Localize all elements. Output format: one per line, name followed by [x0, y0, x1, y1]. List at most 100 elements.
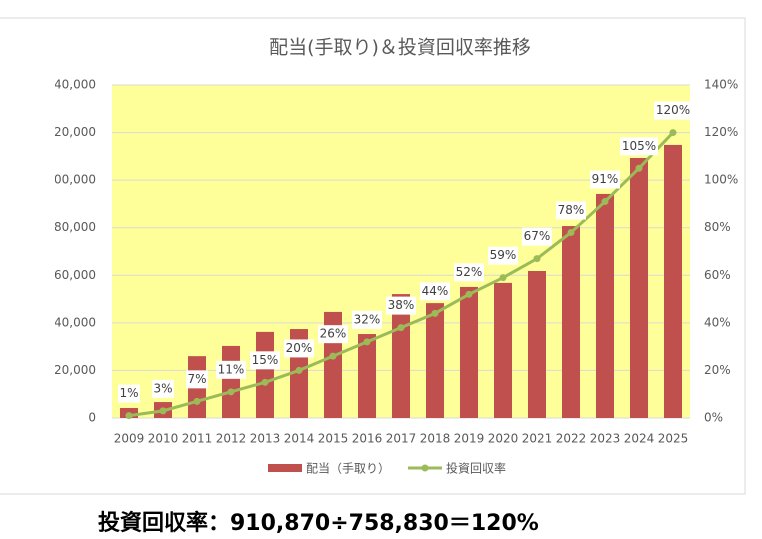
y-tick-label: 0	[88, 411, 96, 425]
bar	[460, 286, 478, 418]
value-label: 105%	[622, 139, 656, 153]
label-box	[284, 339, 314, 358]
y2-tick-label: 80%	[704, 220, 731, 234]
label-box	[654, 101, 692, 120]
value-label: 20%	[286, 341, 313, 355]
line-point	[261, 378, 269, 386]
label-box	[118, 384, 140, 403]
y2-tick-label: 140%	[704, 78, 738, 92]
legend-label: 配当（手取り）	[306, 462, 390, 476]
value-label: 11%	[218, 362, 245, 376]
value-label: 15%	[252, 353, 279, 367]
label-box	[386, 296, 416, 315]
x-tick-label: 2022	[556, 432, 587, 446]
label-box	[488, 246, 518, 265]
line-point	[397, 324, 405, 332]
y-tick-label: 100,000	[46, 173, 96, 187]
label-box	[454, 263, 484, 282]
x-tick-label: 2018	[420, 432, 451, 446]
bar	[596, 193, 614, 418]
y-axis-labels: 0 20,000 40,000 60,000 80,000 100,000 120,000 1…	[46, 78, 96, 425]
line-point	[465, 290, 473, 298]
y2-tick-label: 100%	[704, 173, 738, 187]
line-point	[567, 228, 575, 236]
line-point	[533, 255, 541, 263]
value-label: 52%	[456, 265, 483, 279]
label-box	[590, 170, 620, 189]
y-tick-label: 60,000	[54, 268, 96, 282]
value-label: 59%	[490, 248, 517, 262]
x-tick-label: 2011	[182, 432, 213, 446]
line-point	[601, 198, 609, 206]
line-point	[193, 397, 201, 405]
line-point	[363, 338, 371, 346]
bar	[664, 144, 682, 418]
line-point	[669, 129, 677, 137]
label-box	[186, 370, 208, 389]
value-label: 78%	[558, 203, 585, 217]
line-point	[227, 388, 235, 396]
line-point	[635, 164, 643, 172]
bar	[528, 271, 546, 418]
value-label: 67%	[524, 229, 551, 243]
y2-tick-label: 120%	[704, 125, 738, 139]
label-box	[250, 351, 280, 370]
x-tick-label: 2014	[284, 432, 315, 446]
bar	[358, 334, 376, 418]
x-tick-label: 2024	[624, 432, 655, 446]
x-tick-label: 2012	[216, 432, 247, 446]
value-label: 1%	[119, 386, 138, 400]
legend-swatch	[421, 464, 429, 472]
x-tick-label: 2025	[658, 432, 689, 446]
x-tick-label: 2021	[522, 432, 553, 446]
value-label: 3%	[153, 381, 172, 395]
label-box	[318, 325, 348, 344]
line-point	[499, 274, 507, 282]
x-tick-label: 2013	[250, 432, 281, 446]
bar	[630, 158, 648, 418]
bar	[426, 303, 444, 418]
value-label: 32%	[354, 312, 381, 326]
line-point	[295, 366, 303, 374]
footnote: 投資回収率：910,870÷758,830＝120%	[98, 510, 539, 536]
label-box	[152, 379, 174, 398]
value-label: 38%	[388, 298, 415, 312]
y-tick-label: 140,000	[46, 78, 96, 92]
x-tick-label: 2023	[590, 432, 621, 446]
y2-tick-label: 20%	[704, 363, 731, 377]
x-tick-label: 2010	[148, 432, 179, 446]
x-tick-label: 2020	[488, 432, 519, 446]
label-box	[352, 310, 382, 329]
y-tick-label: 40,000	[54, 315, 96, 329]
label-box	[522, 227, 552, 246]
value-label: 44%	[422, 284, 449, 298]
line-point	[159, 407, 167, 415]
line-point	[431, 309, 439, 317]
y-tick-label: 20,000	[54, 363, 96, 377]
bar	[494, 282, 512, 418]
bar	[222, 345, 240, 418]
label-box	[216, 360, 246, 379]
x-tick-label: 2016	[352, 432, 383, 446]
legend-swatch	[268, 464, 302, 472]
y2-tick-label: 60%	[704, 268, 731, 282]
line-point	[125, 412, 133, 420]
label-box	[420, 282, 450, 301]
bar	[256, 331, 274, 418]
y2-tick-label: 40%	[704, 315, 731, 329]
bar	[562, 226, 580, 418]
value-label: 7%	[187, 372, 206, 386]
label-box	[556, 201, 586, 220]
x-tick-label: 2019	[454, 432, 485, 446]
line-point	[329, 352, 337, 360]
value-label: 26%	[320, 327, 347, 341]
y-tick-label: 120,000	[46, 125, 96, 139]
label-box	[620, 137, 658, 156]
value-label: 120%	[656, 103, 690, 117]
value-label: 91%	[592, 172, 619, 186]
legend-label: 投資回収率	[446, 461, 506, 476]
chart-title: 配当(手取り)＆投資回収率推移	[269, 37, 531, 59]
x-tick-label: 2017	[386, 432, 417, 446]
